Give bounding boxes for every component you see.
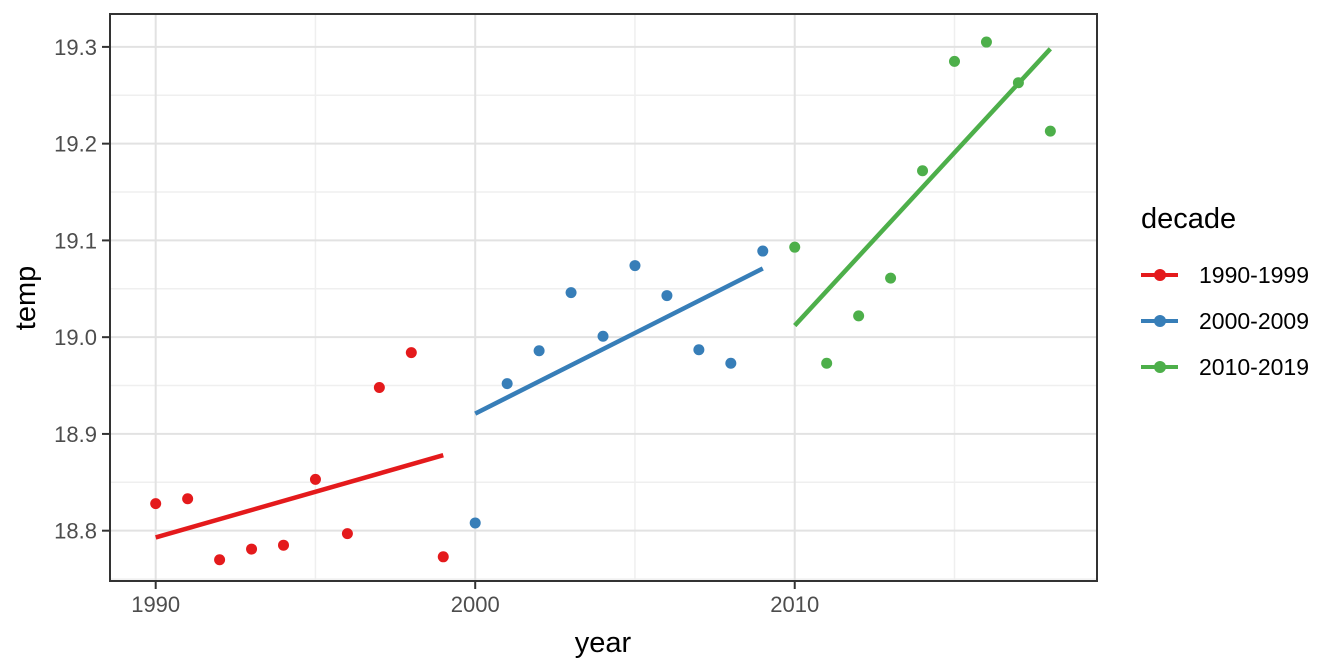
y-axis-tick-label: 18.8 [54,519,97,544]
data-point-series-2[interactable] [789,241,801,253]
legend-label: 2010-2019 [1199,353,1309,380]
gridlines-minor [110,14,1097,581]
plot-panel [110,14,1097,581]
y-axis-title: temp [10,266,42,330]
data-point-series-0[interactable] [182,493,194,505]
legend-item-2010s[interactable]: 2010-2019 [1141,344,1341,390]
data-point-series-2[interactable] [948,55,960,67]
data-point-series-1[interactable] [469,517,481,529]
data-point-series-0[interactable] [341,528,353,540]
panel-background [110,14,1097,581]
axis-ticks [102,45,796,589]
data-point-series-1[interactable] [757,245,769,257]
data-point-series-2[interactable] [1044,125,1056,137]
x-axis-tick-label: 2000 [451,592,500,617]
panel-border [109,13,1098,582]
legend-key-line-dot-icon [1141,355,1178,379]
legend-key-line-dot-icon [1141,309,1178,333]
data-point-series-2[interactable] [917,165,929,177]
data-point-series-1[interactable] [725,357,737,369]
data-point-series-2[interactable] [980,36,992,48]
data-point-series-0[interactable] [214,554,226,566]
trend-line-series-0 [155,453,444,540]
data-point-series-0[interactable] [373,381,385,393]
data-point-series-1[interactable] [533,345,545,357]
axis-tick-labels: 1990 2000 2010 18.8 18.9 19.0 19.1 19.2 19.3 [54,35,819,617]
legend-key-line-dot-icon [1141,263,1178,287]
data-point-series-1[interactable] [629,260,641,272]
data-point-series-0[interactable] [437,551,449,563]
data-point-series-0[interactable] [405,347,417,359]
x-axis-tick-label: 2010 [770,592,819,617]
legend-item-1990s[interactable]: 1990-1999 [1141,252,1341,298]
y-axis-tick-label: 19.3 [54,35,97,60]
data-point-series-0[interactable] [150,498,162,510]
y-axis-tick-label: 19.2 [54,132,97,157]
data-point-series-1[interactable] [565,287,577,299]
data-point-series-0[interactable] [277,539,289,551]
trend-lines-layer [155,47,1053,540]
legend-title: decade [1141,203,1237,235]
data-point-series-1[interactable] [597,330,609,342]
y-axis-tick-label: 19.0 [54,325,97,350]
x-axis-tick-label: 1990 [131,592,180,617]
data-point-series-2[interactable] [885,272,897,284]
data-point-series-1[interactable] [501,378,513,390]
panel-border-rect [109,13,1098,582]
data-point-series-1[interactable] [661,290,673,302]
legend-item-2000s[interactable]: 2000-2009 [1141,298,1341,344]
y-axis-tick-label: 18.9 [54,422,97,447]
data-point-series-0[interactable] [246,543,258,555]
data-point-series-2[interactable] [853,310,865,322]
data-point-series-1[interactable] [693,344,705,356]
legend-label: 2000-2009 [1199,307,1309,334]
trend-line-series-2 [793,47,1053,328]
data-point-series-0[interactable] [309,473,321,485]
legend: decade 1990-1999 2000-2009 2010-2019 [1141,202,1341,390]
x-axis-title: year [575,627,632,659]
scatter-points-layer [150,36,1056,566]
y-axis-tick-label: 19.1 [54,228,97,253]
data-point-series-2[interactable] [821,357,833,369]
legend-label: 1990-1999 [1199,261,1309,288]
trend-line-series-1 [474,266,764,416]
